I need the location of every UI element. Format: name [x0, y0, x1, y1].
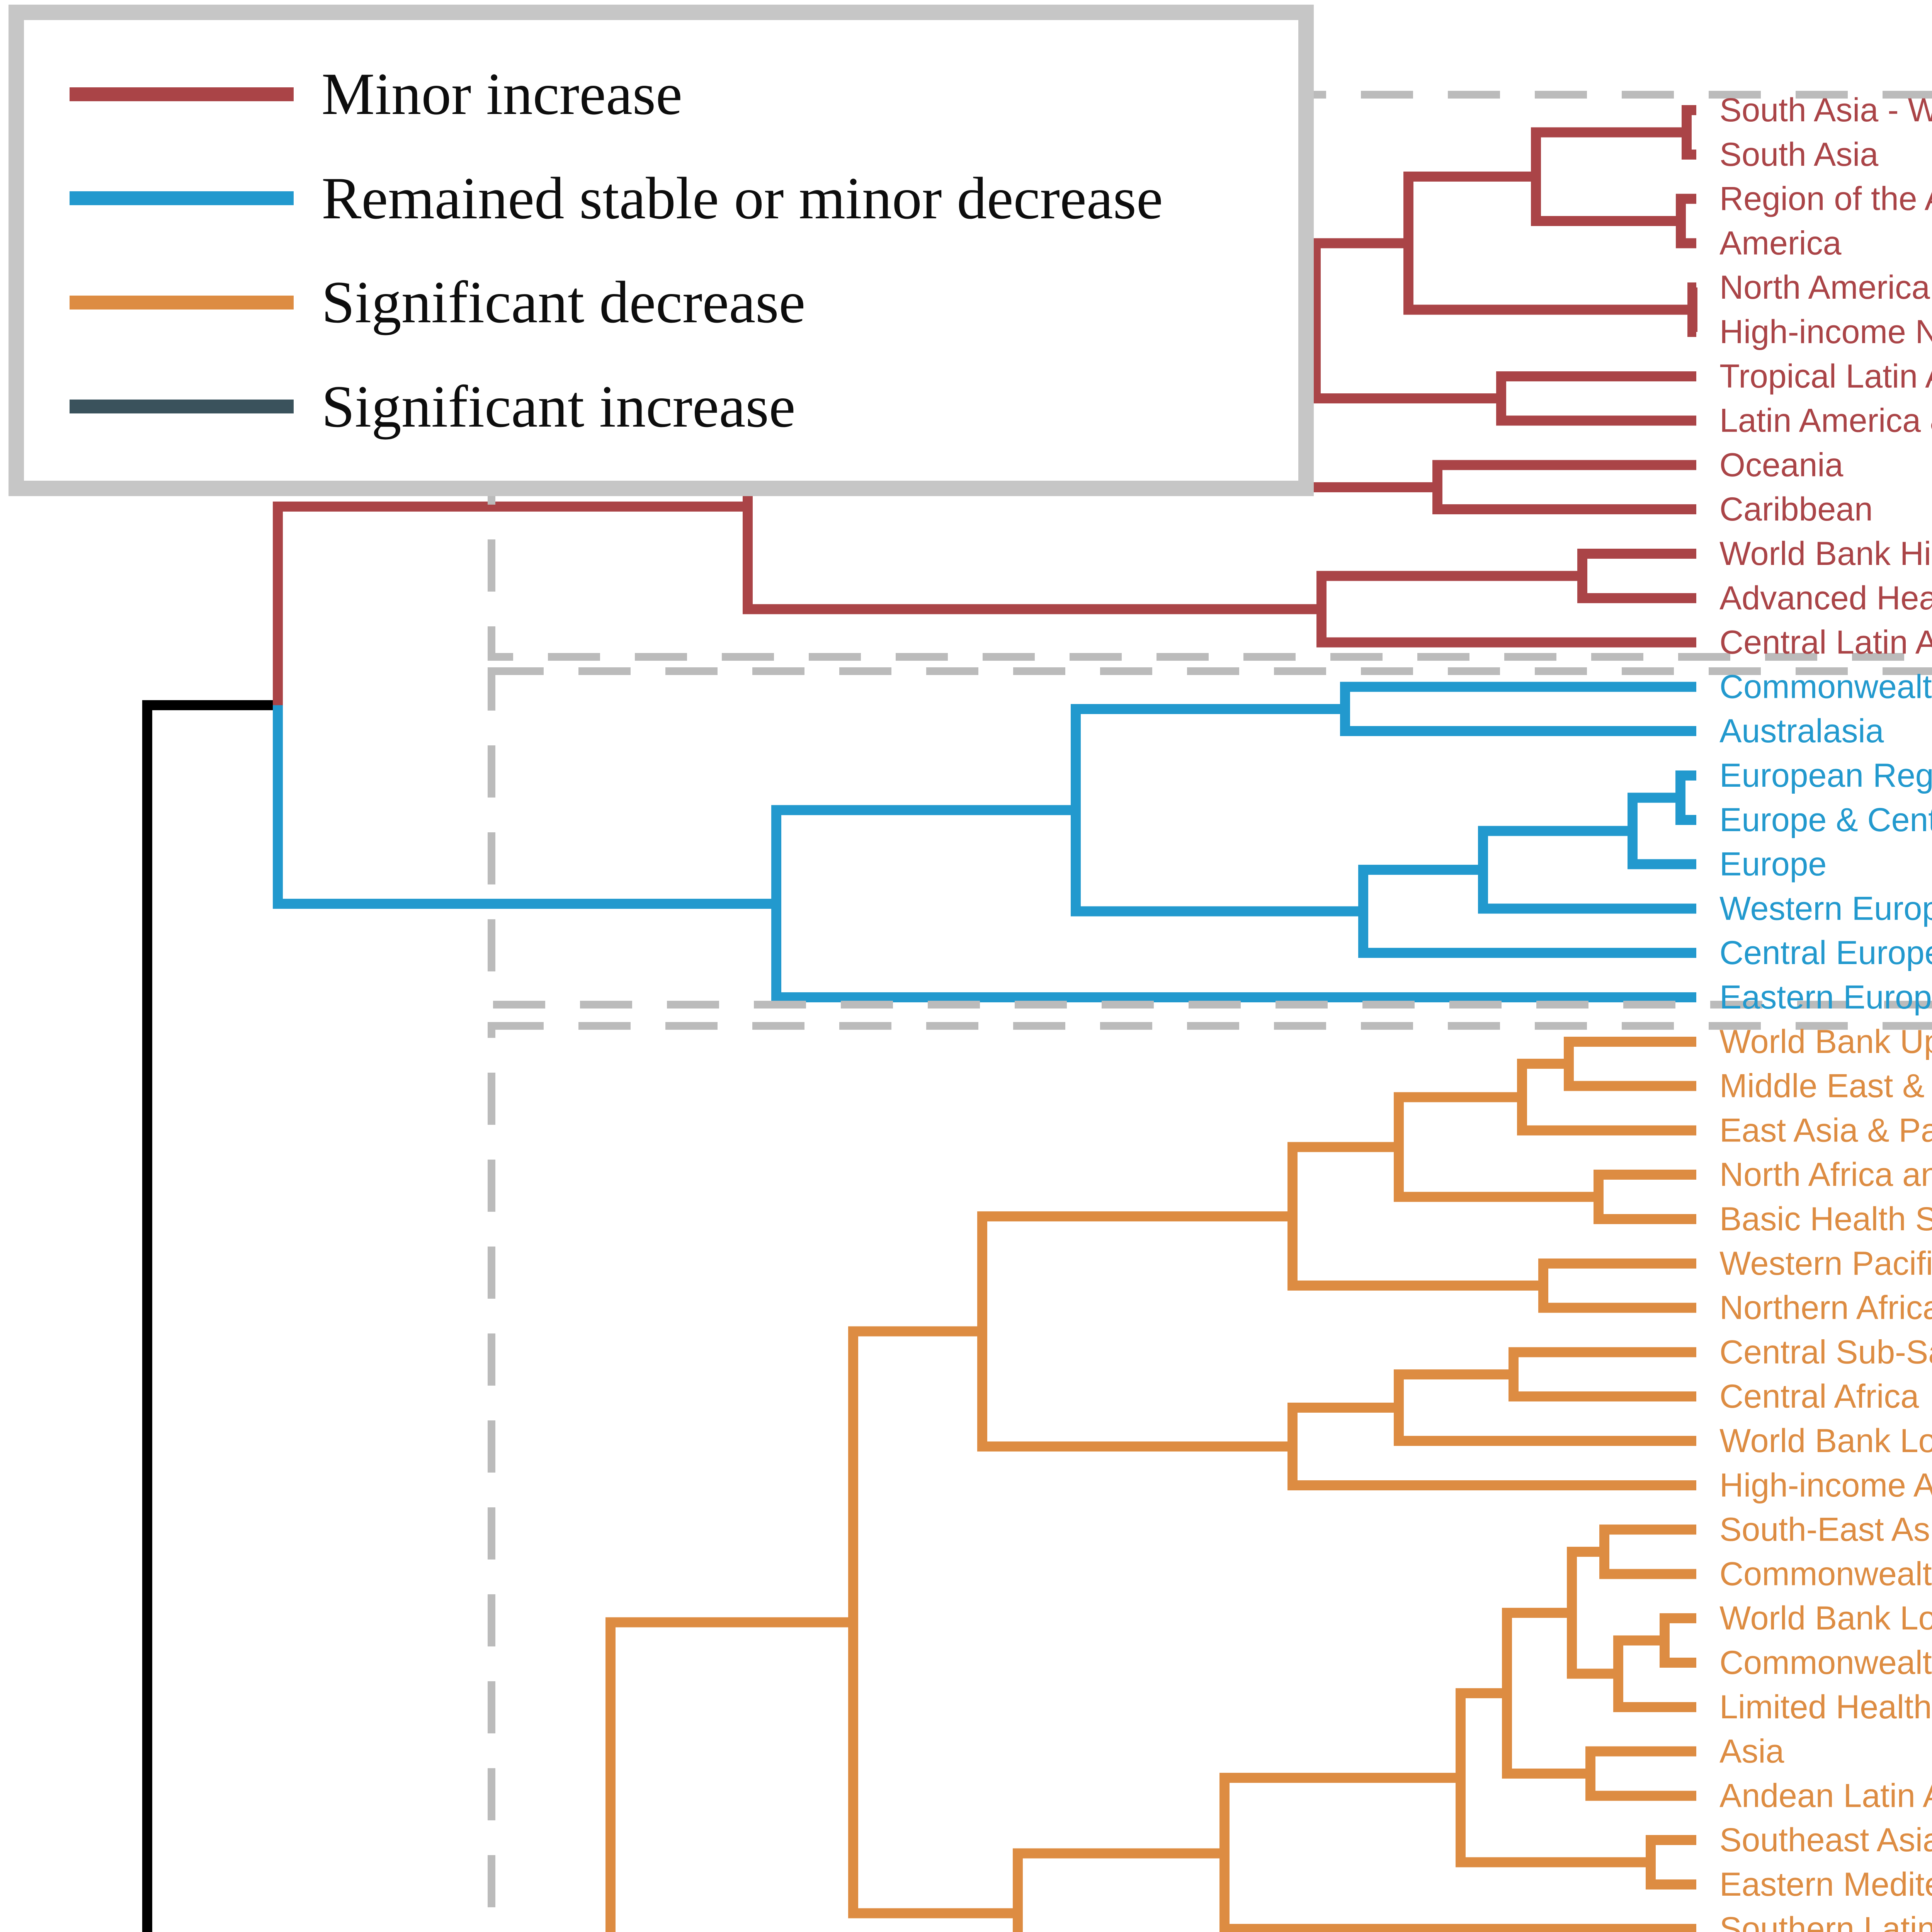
leaf-label: Eastern Europe	[1719, 979, 1932, 1016]
leaf-label: Western Europe	[1719, 890, 1932, 927]
leaf-label: European Region	[1719, 757, 1932, 794]
leaf-label: Central Sub-Saharan Africa	[1719, 1333, 1932, 1371]
leaf-label: World Bank Lower Middle Income	[1719, 1600, 1932, 1637]
leaf-label: World Bank Low Income	[1719, 1422, 1932, 1459]
leaf-label: Andean Latin America	[1719, 1777, 1932, 1814]
leaf-label: Asia	[1719, 1733, 1784, 1770]
leaf-label: World Bank Upper Middle Income	[1719, 1023, 1932, 1060]
leaf-label: Central Africa	[1719, 1378, 1919, 1415]
leaf-label: Northern Africa	[1719, 1289, 1932, 1327]
leaf-label: Central Europe	[1719, 934, 1932, 971]
leaf-label: Tropical Latin America	[1719, 358, 1932, 395]
leaf-label: Central Latin America	[1719, 624, 1932, 661]
leaf-label: High-income North America	[1719, 313, 1932, 350]
legend-item-minor-increase: Minor increase	[70, 64, 1298, 124]
leaf-labels: South Asia - WB South Asia Region of the A…	[1719, 92, 1932, 1932]
leaf-label: Latin America & Caribbean - WB	[1719, 402, 1932, 439]
leaf-label: Limited Health System	[1719, 1689, 1932, 1726]
leaf-label: Commonwealth High Income	[1719, 668, 1932, 705]
legend-label: Significant decrease	[321, 269, 806, 336]
leaf-label: Caribbean	[1719, 491, 1873, 528]
leaf-label: America	[1719, 224, 1842, 262]
leaf-label: Southeast Asia	[1719, 1821, 1932, 1859]
legend-label: Significant increase	[321, 373, 796, 440]
leaf-label: South-East Asia Region	[1719, 1511, 1932, 1548]
legend: Minor increase Remained stable or minor …	[9, 5, 1314, 496]
leaf-label: Oceania	[1719, 446, 1843, 483]
leaf-label: Europe	[1719, 846, 1827, 883]
leaf-label: South Asia - WB	[1719, 92, 1932, 129]
legend-item-significant-increase: Significant increase	[70, 373, 1298, 440]
legend-item-significant-decrease: Significant decrease	[70, 272, 1298, 332]
leaf-label: High-income Asia Pacific	[1719, 1467, 1932, 1504]
leaf-label: Eastern Mediterranean Region	[1719, 1866, 1932, 1903]
leaf-label: Middle East & North Africa - WB	[1719, 1068, 1932, 1105]
leaf-label: North Africa and Middle East	[1719, 1156, 1932, 1193]
cluster-box	[488, 667, 1932, 1009]
leaf-label: Advanced Health System	[1719, 580, 1932, 617]
leaf-label: Basic Health System	[1719, 1201, 1932, 1238]
legend-swatch-remained-stable-icon	[70, 191, 294, 206]
leaf-label: South Asia	[1719, 136, 1878, 173]
cluster-box	[488, 1022, 1932, 1932]
legend-swatch-minor-increase-icon	[70, 87, 294, 101]
leaf-label: North America	[1719, 269, 1930, 306]
leaf-label: East Asia & Pacific - WB	[1719, 1112, 1932, 1149]
legend-swatch-significant-decrease-icon	[70, 295, 294, 310]
leaf-label: Commonwealth Middle Income	[1719, 1644, 1932, 1681]
legend-label: Remained stable or minor decrease	[321, 165, 1163, 231]
leaf-label: Commonwealth Low Income	[1719, 1555, 1932, 1592]
leaf-label: Western Pacific Region	[1719, 1245, 1932, 1282]
legend-item-remained-stable: Remained stable or minor decrease	[70, 168, 1298, 228]
legend-swatch-significant-increase-icon	[70, 400, 294, 414]
leaf-label: Region of the Americas	[1719, 180, 1932, 218]
leaf-label: Europe & Central Asia - WB	[1719, 801, 1932, 838]
legend-label: Minor increase	[321, 61, 682, 128]
leaf-label: Australasia	[1719, 713, 1884, 750]
leaf-label: Southern Latin America	[1719, 1910, 1932, 1932]
leaf-label: World Bank High Income	[1719, 535, 1932, 572]
